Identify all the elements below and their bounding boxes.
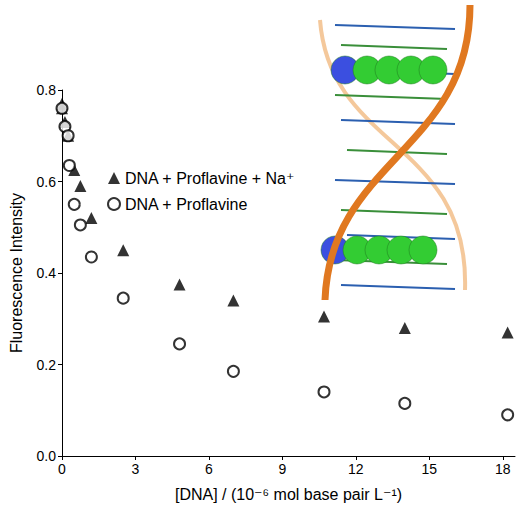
svg-text:Fluorescence Intensity: Fluorescence Intensity (8, 193, 25, 353)
svg-text:9: 9 (278, 461, 286, 477)
svg-text:12: 12 (348, 461, 364, 477)
svg-text:0.4: 0.4 (37, 265, 57, 281)
svg-text:0.2: 0.2 (37, 357, 57, 373)
svg-text:6: 6 (205, 461, 213, 477)
svg-text:0.0: 0.0 (37, 448, 57, 464)
svg-text:15: 15 (422, 461, 438, 477)
svg-text:3: 3 (132, 461, 140, 477)
svg-text:0: 0 (58, 461, 66, 477)
svg-text:[DNA] / (10⁻⁶ mol base pair L⁻: [DNA] / (10⁻⁶ mol base pair L⁻¹) (175, 486, 402, 503)
svg-text:DNA + Proflavine: DNA + Proflavine (125, 196, 247, 213)
svg-text:DNA + Proflavine + Na⁺: DNA + Proflavine + Na⁺ (125, 170, 294, 187)
svg-text:18: 18 (495, 461, 511, 477)
svg-text:0.6: 0.6 (37, 174, 57, 190)
svg-text:0.8: 0.8 (37, 82, 57, 98)
